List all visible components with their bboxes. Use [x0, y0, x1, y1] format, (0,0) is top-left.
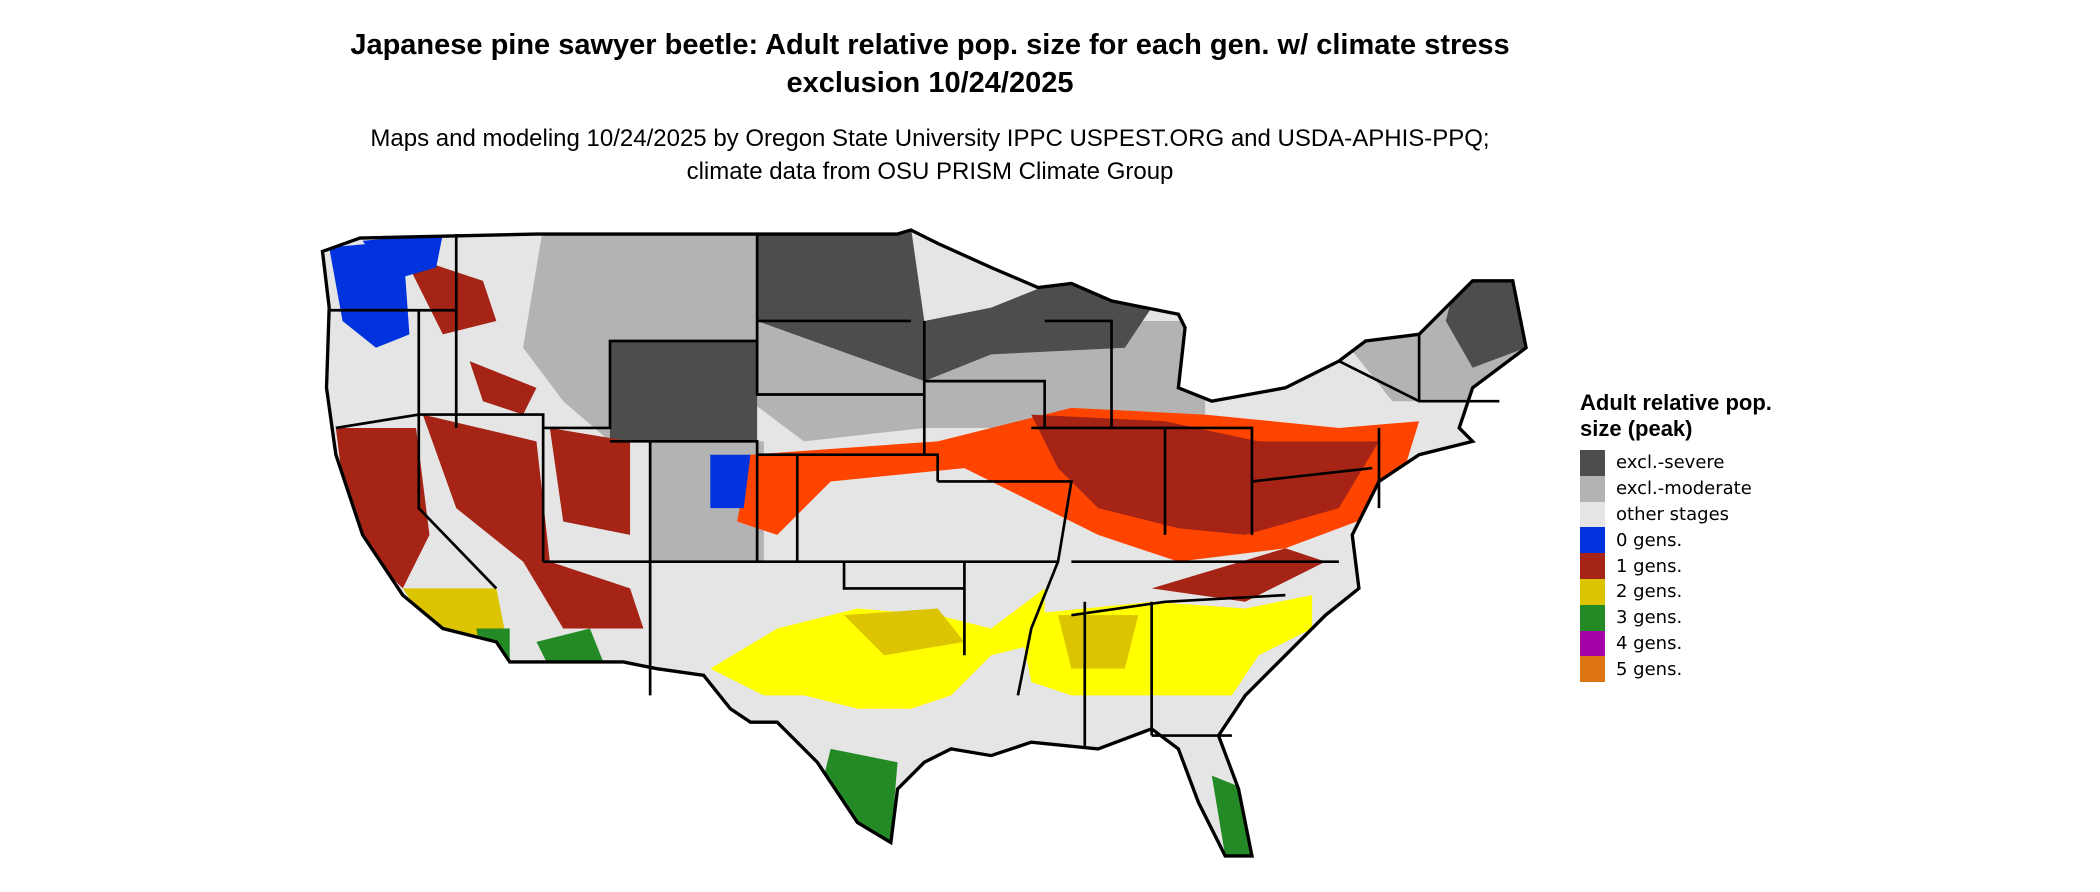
legend: Adult relative pop. size (peak) excl.-se…	[1580, 390, 1780, 683]
legend-title: Adult relative pop. size (peak)	[1580, 390, 1772, 441]
legend-label: excl.-moderate	[1616, 478, 1752, 500]
state-borders	[329, 234, 1500, 749]
map-subtitle: Maps and modeling 10/24/2025 by Oregon S…	[370, 125, 1490, 185]
legend-items: excl.-severe excl.-moderate other stages 0 …	[1580, 450, 1780, 683]
legend-label: excl.-severe	[1616, 452, 1725, 474]
legend-label: 3 gens.	[1616, 607, 1683, 629]
legend-label: 4 gens.	[1616, 632, 1683, 654]
legend-swatch	[1580, 553, 1605, 579]
legend-swatch	[1580, 578, 1605, 605]
zone-0gen-wa	[329, 234, 443, 348]
zone-2gen-dark	[402, 588, 1139, 669]
zone-0gen-co	[710, 454, 751, 509]
legend-item: 0 gens.	[1580, 527, 1780, 554]
zone-1gen	[1031, 414, 1379, 535]
zone-excl-severe	[757, 230, 1152, 382]
legend-label: 1 gens.	[1616, 555, 1683, 577]
zone-excl-severe-wy	[610, 341, 758, 442]
us-outline	[320, 228, 1528, 858]
legend-item: excl.-moderate	[1580, 475, 1780, 502]
legend-item: 5 gens.	[1580, 656, 1780, 683]
legend-swatch	[1580, 501, 1605, 528]
legend-item: excl.-severe	[1580, 450, 1780, 476]
zone-excl-severe-me	[1445, 267, 1527, 368]
legend-item: 3 gens.	[1580, 604, 1780, 631]
legend-swatch	[1580, 656, 1605, 683]
zone-excl-moderate-ne	[910, 267, 1527, 428]
legend-item: other stages	[1580, 501, 1780, 528]
legend-label: 0 gens.	[1616, 529, 1683, 551]
legend-label: 5 gens.	[1616, 658, 1683, 680]
legend-item: 1 gens.	[1580, 553, 1780, 579]
legend-swatch	[1580, 604, 1605, 631]
legend-swatch	[1580, 630, 1605, 657]
zone-3gen-tx	[823, 748, 898, 843]
legend-item: 2 gens.	[1580, 578, 1780, 605]
legend-swatch	[1580, 450, 1605, 476]
map-zones	[329, 230, 1527, 856]
legend-item: 4 gens.	[1580, 630, 1780, 657]
legend-label: other stages	[1616, 503, 1730, 525]
legend-swatch	[1580, 475, 1605, 502]
map-title: Japanese pine sawyer beetle: Adult relat…	[350, 29, 1510, 99]
zone-1gen-west	[335, 254, 644, 629]
legend-swatch	[1580, 527, 1605, 554]
legend-label: 2 gens.	[1616, 581, 1683, 603]
